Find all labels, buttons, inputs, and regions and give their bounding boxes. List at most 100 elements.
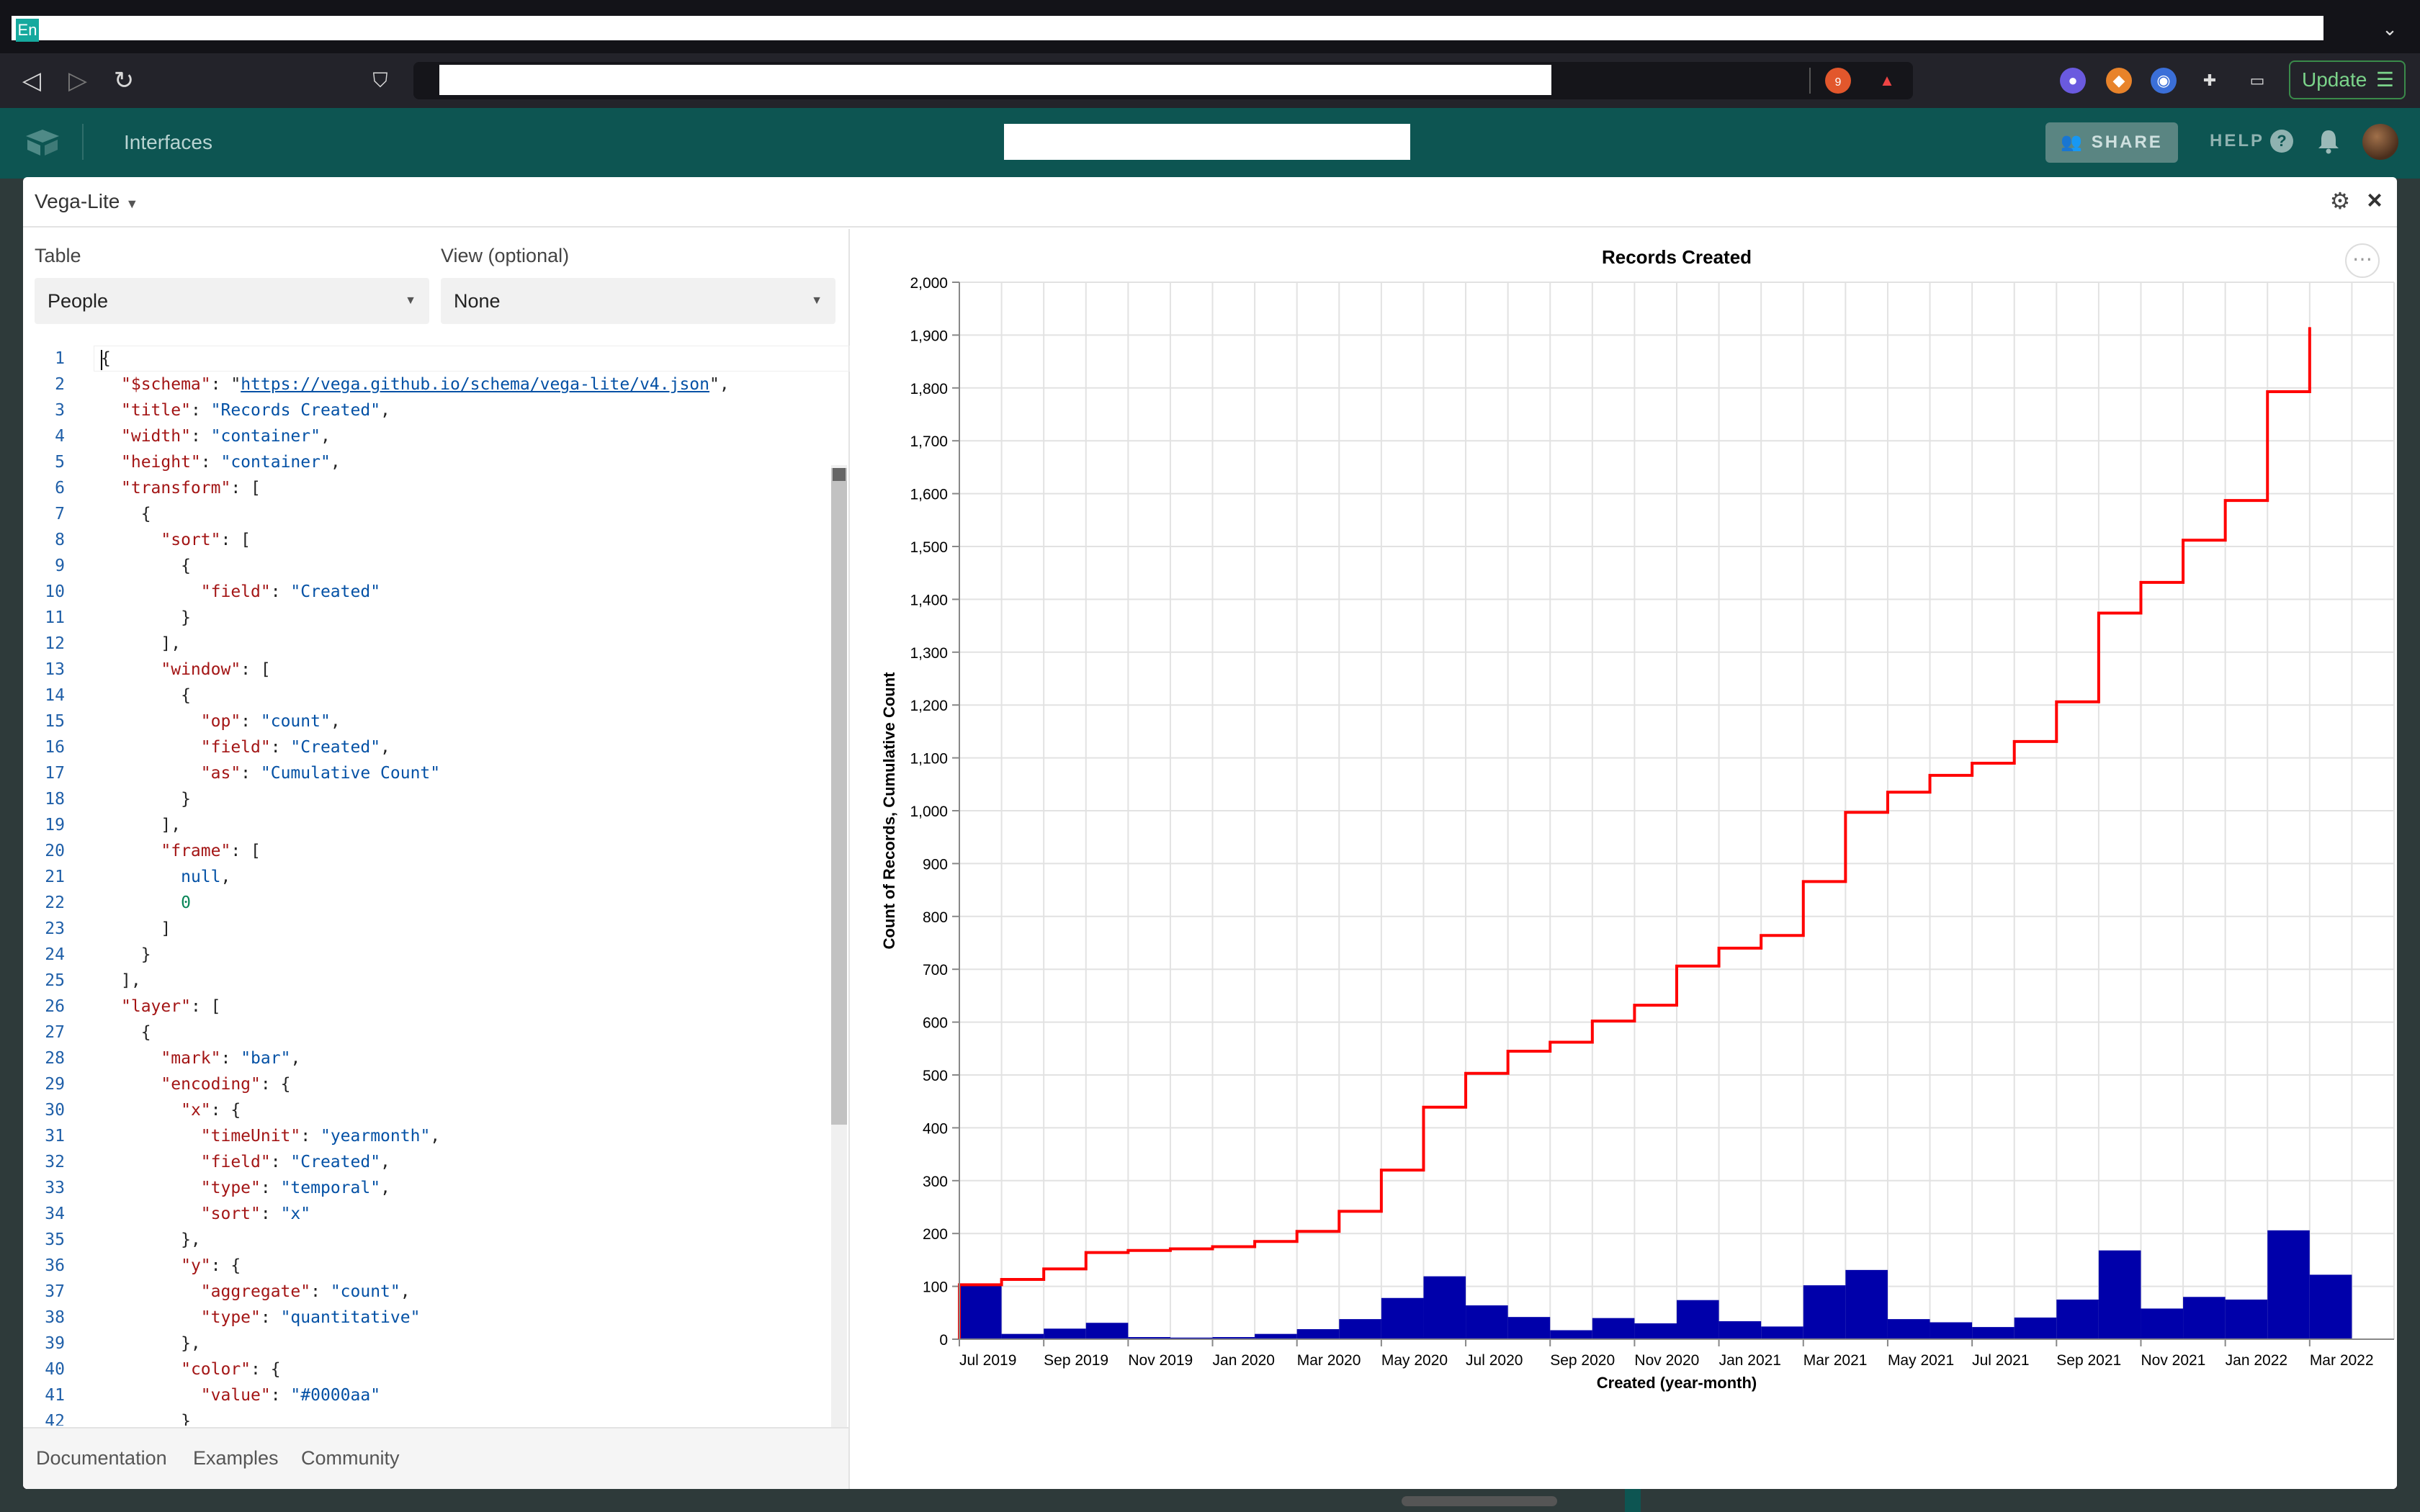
code-text: "height": "container", <box>121 449 341 475</box>
code-token: ], <box>121 634 182 653</box>
extensions-puzzle-icon[interactable]: ✚ <box>2202 71 2217 89</box>
tab-list-chevron-icon[interactable]: ⌄ <box>2382 18 2398 40</box>
code-text: }, <box>121 1227 201 1253</box>
bar <box>1887 1319 1930 1339</box>
y-tick-label: 600 <box>923 1015 948 1032</box>
code-token: : <box>260 1205 281 1223</box>
line-number: 26 <box>45 997 65 1016</box>
code-text: "mark": "bar", <box>121 1045 300 1071</box>
code-token: "temporal" <box>280 1179 381 1197</box>
code-text: ], <box>121 812 181 838</box>
view-select[interactable]: None ▼ <box>441 278 835 324</box>
line-number: 8 <box>55 531 65 549</box>
metamask-icon[interactable]: ◆ <box>2106 68 2132 94</box>
code-text: "encoding": { <box>121 1071 290 1097</box>
share-button[interactable]: 👥 SHARE <box>2045 122 2178 163</box>
code-scrollbar-up[interactable] <box>833 468 846 481</box>
community-link[interactable]: Community <box>301 1447 400 1469</box>
documentation-link[interactable]: Documentation <box>36 1447 167 1469</box>
block-type-dropdown[interactable]: Vega-Lite ▼ <box>35 190 138 213</box>
code-token: : { <box>260 1075 291 1094</box>
bar <box>1466 1305 1508 1339</box>
brave-rewards-icon[interactable]: ▲ <box>1879 71 1895 89</box>
code-token: "type" <box>200 1179 261 1197</box>
code-token <box>121 764 201 783</box>
code-text: 0 <box>121 890 191 916</box>
bar <box>959 1284 1002 1339</box>
code-line: 25], <box>23 968 830 994</box>
bell-icon[interactable] <box>2316 128 2341 154</box>
code-text: "field": "Created", <box>121 1149 390 1175</box>
wallet-icon[interactable]: ▭ <box>2249 71 2265 89</box>
bar <box>1296 1329 1340 1339</box>
back-icon[interactable]: ◁ <box>22 67 42 94</box>
code-token: : <box>220 1049 241 1068</box>
horizontal-scrollbar[interactable] <box>1402 1496 1557 1506</box>
chart-title: Records Created <box>1602 246 1752 268</box>
extension-bot-icon[interactable]: ◉ <box>2151 68 2177 94</box>
tab-favicon[interactable]: En <box>16 19 39 42</box>
bar <box>1170 1337 1213 1339</box>
line-number: 3 <box>55 401 65 420</box>
gear-icon[interactable]: ⚙ <box>2329 188 2351 214</box>
code-scrollbar-thumb[interactable] <box>831 468 847 1125</box>
browser-tab-strip[interactable] <box>12 16 2323 40</box>
bar <box>1803 1285 1846 1339</box>
address-text[interactable] <box>439 65 1551 95</box>
code-text: ], <box>121 631 181 657</box>
code-token: : [ <box>230 842 261 860</box>
bar <box>1761 1326 1803 1339</box>
help-link[interactable]: HELP <box>2210 131 2265 150</box>
code-text: } <box>121 942 151 968</box>
close-icon[interactable]: × <box>2367 185 2383 215</box>
code-token: : [ <box>241 660 271 679</box>
forward-icon[interactable]: ▷ <box>68 67 88 94</box>
code-text: "op": "count", <box>121 708 341 734</box>
chevron-down-icon: ▼ <box>125 197 139 211</box>
code-token: : <box>270 738 291 757</box>
code-line: 2 "$schema": "https://vega.github.io/sche… <box>23 372 830 397</box>
y-tick-label: 1,700 <box>910 433 948 450</box>
extension-chat-icon[interactable]: ● <box>2060 68 2086 94</box>
chart-actions-menu[interactable]: ⋯ <box>2345 243 2380 278</box>
code-token: , <box>330 453 341 472</box>
bookmark-icon[interactable]: ⛉ <box>372 69 388 91</box>
code-token: : <box>241 764 261 783</box>
brave-shield-icon[interactable]: 9 <box>1825 68 1851 94</box>
table-select[interactable]: People ▼ <box>35 278 429 324</box>
interfaces-link[interactable]: Interfaces <box>124 131 212 153</box>
bar <box>1592 1318 1635 1339</box>
bar <box>2141 1308 2184 1339</box>
examples-link[interactable]: Examples <box>193 1447 279 1469</box>
code-line: 24 } <box>23 942 830 968</box>
code-line: 26 "layer": [ <box>23 994 830 1020</box>
code-token <box>121 1360 181 1379</box>
update-button[interactable]: Update ☰ <box>2289 60 2406 99</box>
base-title[interactable] <box>1004 124 1410 160</box>
bar <box>2225 1299 2268 1339</box>
line-number: 37 <box>45 1282 65 1301</box>
airtable-logo-icon[interactable] <box>24 128 60 157</box>
records-created-chart: 0 100 200 300 400 500 600 700 800 900 1,000 1,100 1,… <box>880 246 2395 1392</box>
bar <box>1255 1333 1297 1339</box>
help-icon[interactable]: ? <box>2270 130 2293 153</box>
code-token: "value" <box>200 1386 271 1405</box>
code-text: { <box>121 683 191 708</box>
code-token: } <box>121 1412 191 1426</box>
y-tick-label: 1,000 <box>910 804 948 820</box>
code-text: "x": { <box>121 1097 241 1123</box>
x-tick-label: Jul 2019 <box>959 1352 1016 1369</box>
avatar[interactable] <box>2362 124 2398 160</box>
code-text: }, <box>121 1331 201 1356</box>
code-token: "sort" <box>161 531 221 549</box>
code-line: 38 "type": "quantitative" <box>23 1305 830 1331</box>
bar <box>1001 1333 1044 1339</box>
code-line: 11 } <box>23 605 830 631</box>
x-tick-label: Jul 2020 <box>1466 1352 1523 1369</box>
code-text: ] <box>121 916 171 942</box>
x-tick-label: Sep 2021 <box>2056 1352 2121 1369</box>
reload-icon[interactable]: ↻ <box>113 67 135 94</box>
code-editor[interactable]: 1{2 "$schema": "https://vega.github.io/sc… <box>23 346 850 1426</box>
y-tick-label: 1,400 <box>910 592 948 608</box>
line-number: 27 <box>45 1023 65 1042</box>
